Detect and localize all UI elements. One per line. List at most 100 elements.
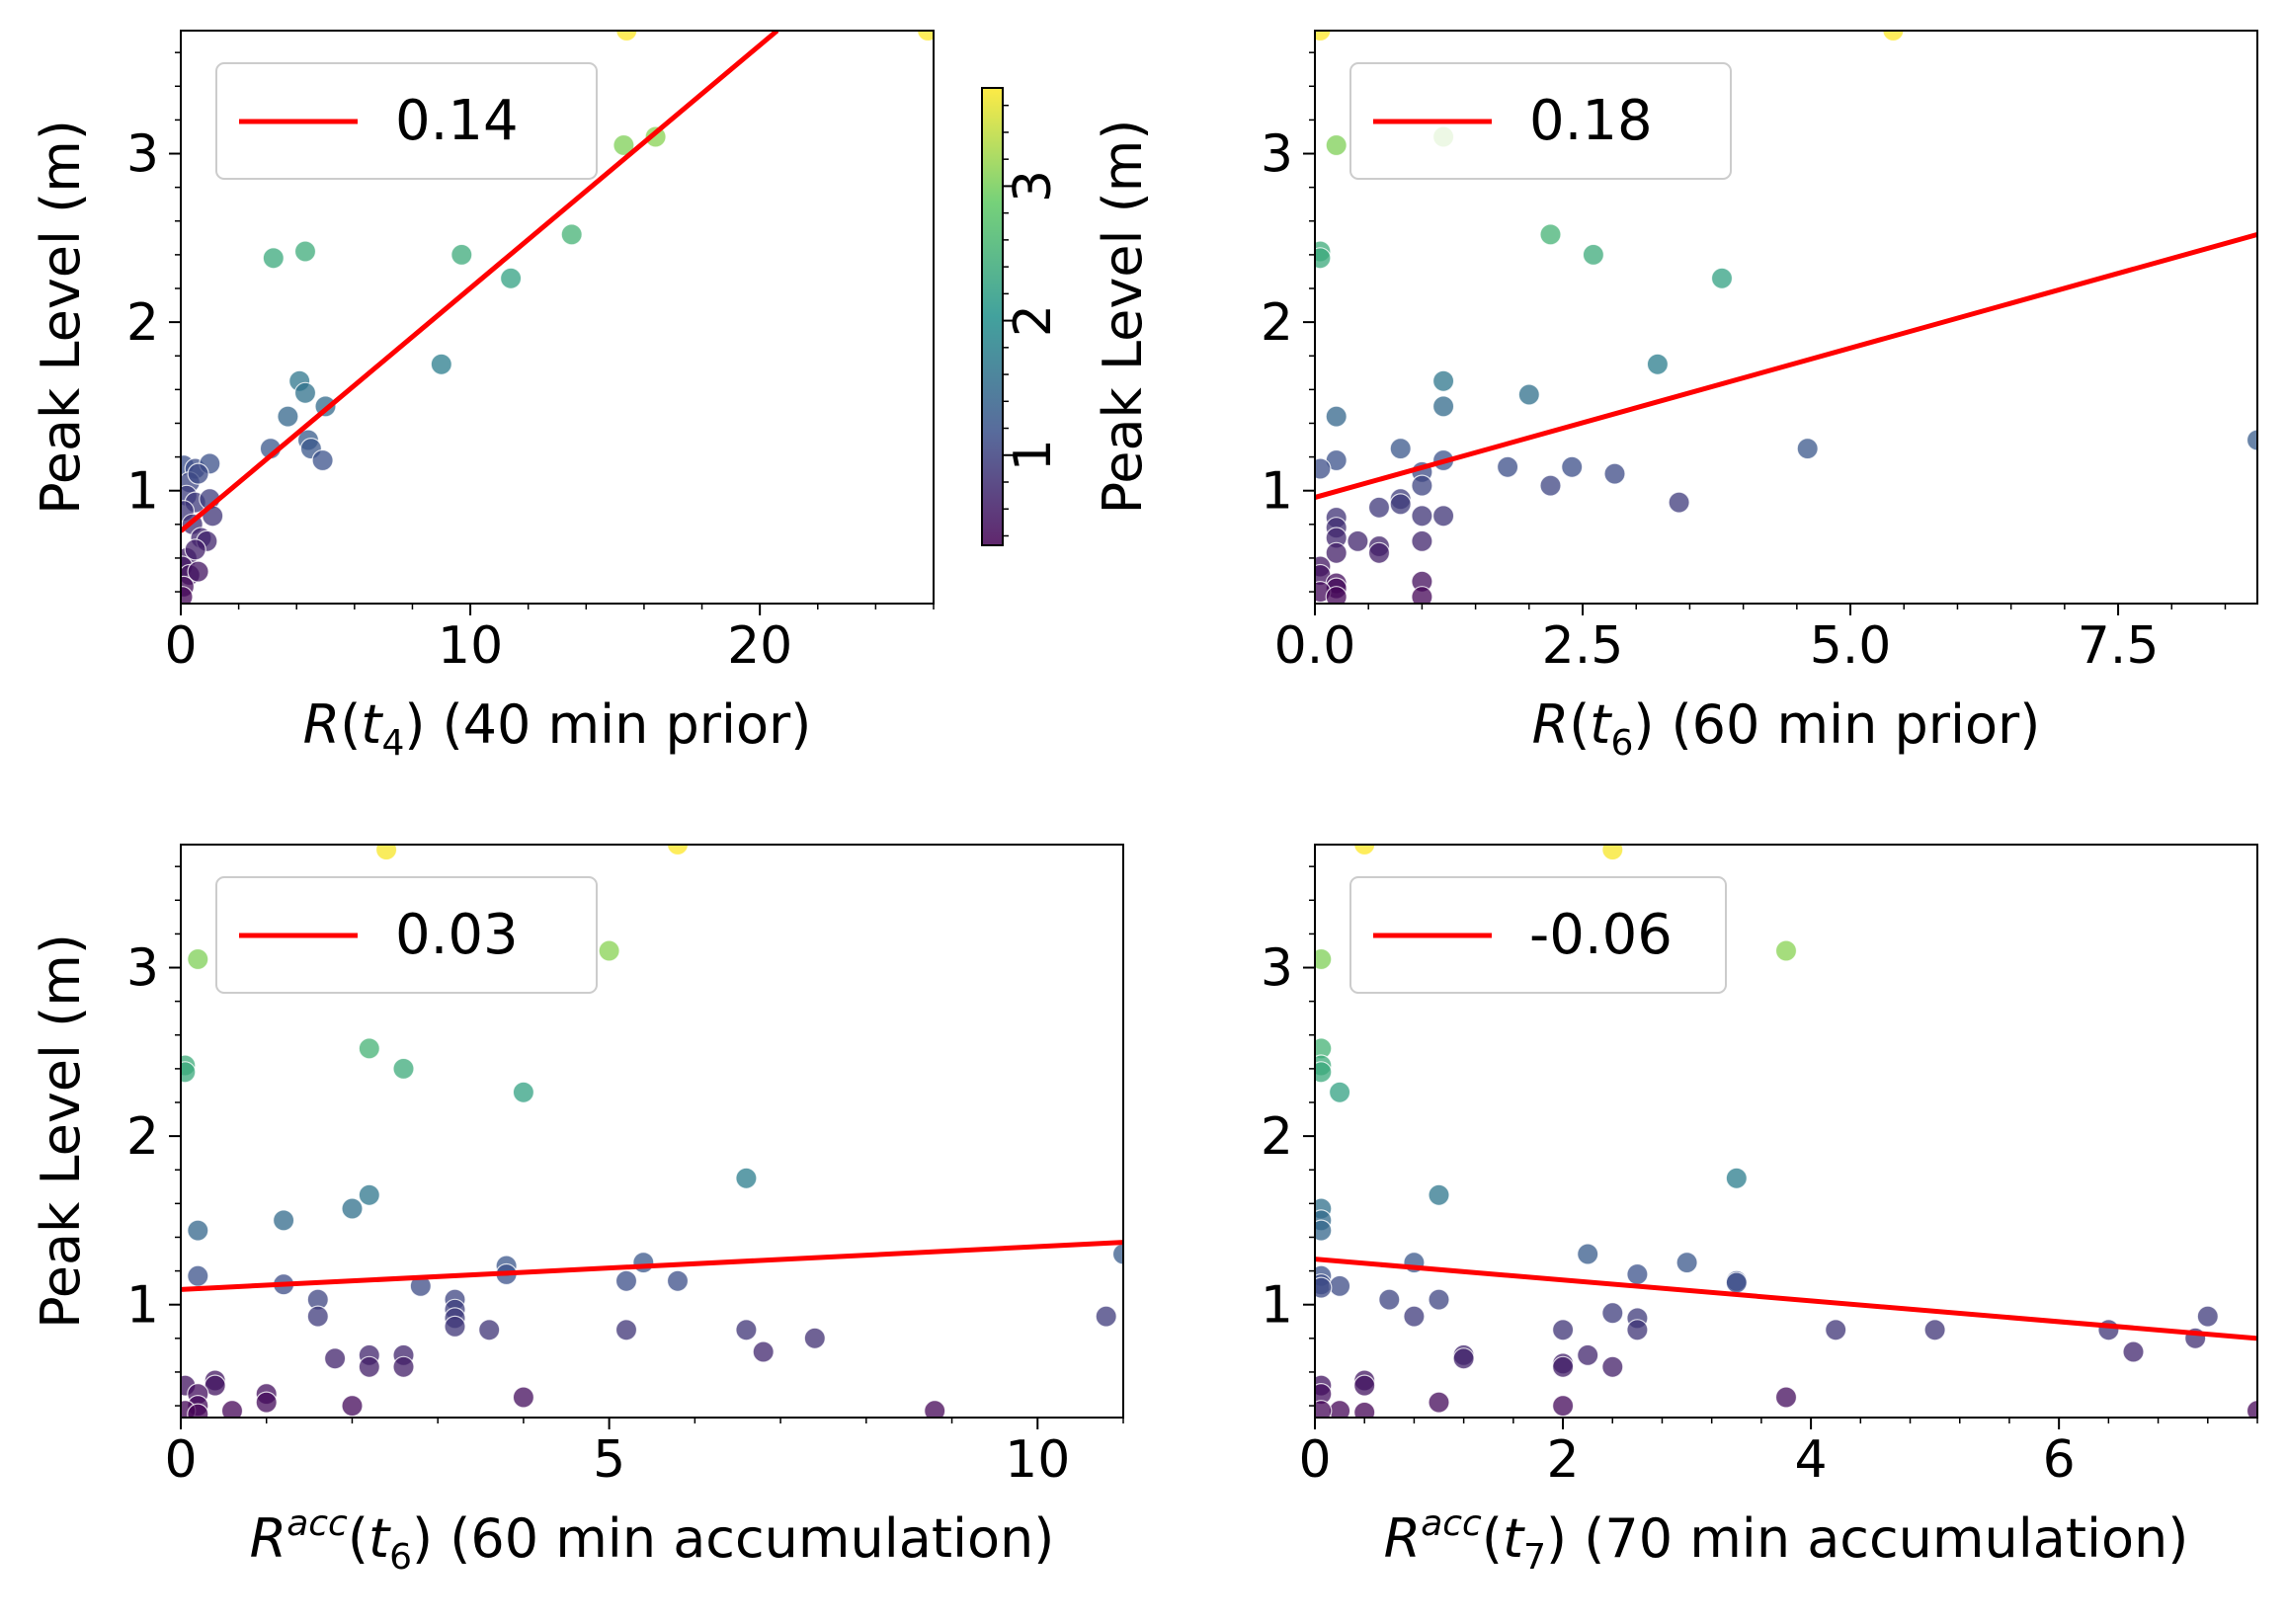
legend: -0.06 [1349, 876, 1727, 994]
y-tick-label: 1 [1261, 462, 1293, 522]
scatter-point [187, 1219, 209, 1242]
scatter-point [1796, 438, 1819, 460]
scatter-point [1353, 845, 1376, 856]
scatter-point [184, 538, 206, 561]
scatter-point [1315, 1061, 1333, 1084]
y-tick-label: 2 [1261, 293, 1293, 353]
scatter-point [512, 1081, 535, 1103]
scatter-point [1725, 1167, 1748, 1189]
scatter-point [1325, 133, 1348, 157]
scatter-point [220, 1400, 244, 1418]
scatter-point [1668, 491, 1690, 514]
x-label-base: R [250, 1507, 287, 1570]
scatter-point [2246, 429, 2257, 451]
x-label-base: R [1532, 693, 1570, 756]
x-tick-label: 20 [727, 616, 792, 676]
legend-label: -0.06 [1529, 903, 1673, 967]
scatter-point [1882, 31, 1905, 42]
scatter-point [1551, 1319, 1575, 1341]
x-label-var: t [361, 693, 383, 756]
legend-label: 0.14 [395, 89, 519, 153]
colorbar: 1 2 3 Peak Level (m) [981, 87, 1154, 546]
scatter-point [1315, 1219, 1333, 1242]
legend: 0.18 [1349, 62, 1732, 180]
scatter-point [1315, 247, 1332, 270]
legend-box [215, 876, 598, 994]
y-tick-label: 2 [1261, 1107, 1293, 1167]
legend-box [215, 62, 598, 180]
scatter-point [358, 1037, 380, 1060]
scatter-point [1325, 586, 1348, 604]
y-tick-label: 1 [126, 462, 159, 522]
scatter-point [1378, 1288, 1401, 1311]
legend-label: 0.03 [395, 903, 519, 967]
scatter-point [1428, 1183, 1450, 1206]
scatter-point [1539, 474, 1562, 497]
scatter-point [615, 31, 638, 42]
scatter-point [2122, 1340, 2145, 1363]
x-label-rest: ) (60 min accumulation) [412, 1507, 1054, 1570]
scatter-point [306, 1305, 329, 1328]
scatter-point [598, 939, 620, 962]
scatter-point [1923, 1319, 1946, 1341]
scatter-point [358, 1355, 380, 1378]
plot-area [1315, 31, 2257, 604]
axes-frame [1314, 30, 2258, 605]
scatter-point [1431, 395, 1455, 418]
axes-frame [1314, 844, 2258, 1419]
subplot-2: 0.0 2.5 5.0 7.5 1 2 3 R(t6) (60 min prior) 0.18 [1261, 30, 2258, 764]
x-label-var: t [1503, 1507, 1525, 1570]
y-tick-label: 1 [126, 1276, 159, 1336]
x-tick-label: 4 [1795, 1430, 1828, 1490]
scatter-point [430, 353, 452, 375]
scatter-point [1452, 1347, 1475, 1370]
legend: 0.14 [215, 62, 598, 180]
colorbar-label: Peak Level (m) [1092, 120, 1154, 515]
scatter-point [1353, 1401, 1376, 1418]
scatter-point [1411, 529, 1433, 553]
scatter-point [1431, 505, 1455, 528]
y-tick-label: 3 [1261, 125, 1293, 185]
scatter-point [277, 405, 299, 428]
scatter-point [187, 1264, 209, 1287]
scatter-point [293, 381, 317, 404]
x-tick-label: 0 [1298, 1430, 1331, 1490]
scatter-point [392, 1057, 415, 1081]
scatter-point [1539, 223, 1562, 246]
scatter-point [1315, 1276, 1333, 1299]
plot-area [181, 845, 1123, 1418]
y-tick-label: 3 [126, 125, 159, 185]
legend-label: 0.18 [1529, 89, 1653, 153]
colorbar-tick-label: 3 [1004, 170, 1063, 203]
scatter-point [644, 125, 667, 148]
x-axis-label: R(t6) (60 min prior) [1532, 693, 2041, 764]
x-tick-label: 7.5 [2078, 616, 2160, 676]
scatter-point [1517, 383, 1540, 406]
subplot-3: 0 5 10 1 2 3 Racc(t6) (60 min accumulation) Pea… [30, 844, 1124, 1578]
x-tick-label: 10 [1005, 1430, 1070, 1490]
axes-frame [180, 30, 935, 605]
x-axis-label: Racc(t6) (60 min accumulation) [250, 1503, 1055, 1578]
scatter-point [1367, 496, 1391, 519]
scatter-point [341, 1197, 364, 1220]
scatter-point [1431, 369, 1455, 392]
x-label-sup: acc [1421, 1503, 1482, 1544]
scatter-point [293, 240, 317, 263]
colorbar-gradient [981, 87, 1004, 546]
scatter-point [1411, 586, 1433, 604]
scatter-point [1601, 1355, 1624, 1378]
scatter-point [311, 448, 334, 472]
scatter-point [1367, 541, 1391, 564]
scatter-point [187, 560, 209, 583]
scatter-point [375, 845, 398, 861]
scatter-point [1325, 541, 1348, 564]
regression-line [1315, 232, 2257, 500]
scatter-point [262, 247, 285, 270]
scatter-point [2097, 1319, 2120, 1341]
scatter-point [1315, 947, 1333, 971]
scatter-point [1389, 493, 1412, 516]
x-label-var: t [368, 1507, 391, 1570]
y-tick-label: 2 [126, 1107, 159, 1167]
scatter-point [1577, 1343, 1599, 1367]
scatter-point [1710, 267, 1734, 289]
